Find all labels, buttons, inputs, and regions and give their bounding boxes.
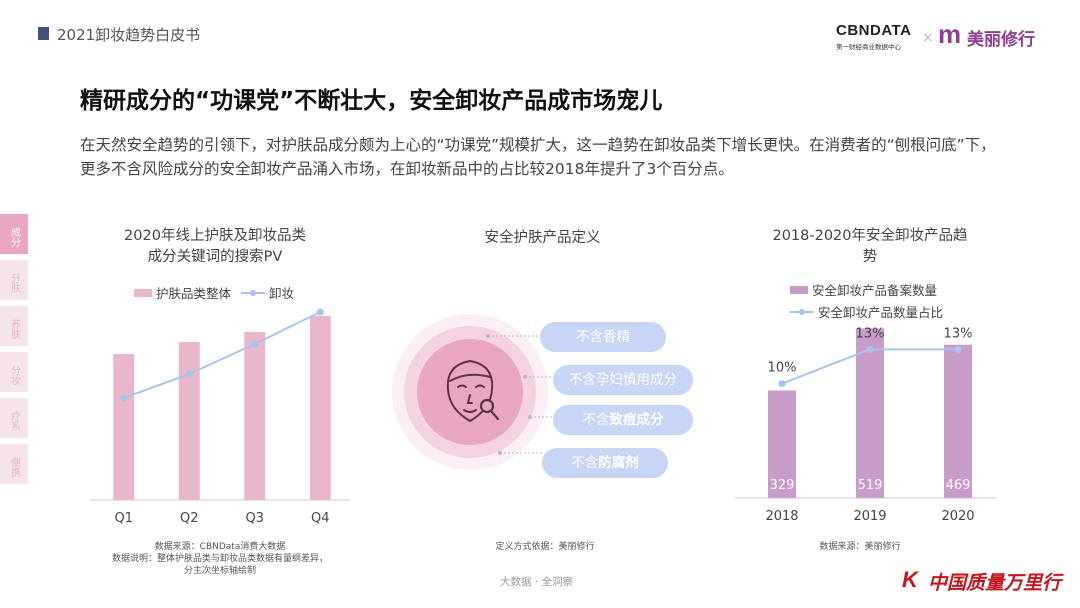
pill-no-fragrance: 不含香精 [540, 322, 666, 352]
x-tick-label: Q2 [180, 511, 199, 526]
x-tick-label: 2020 [941, 509, 974, 524]
point-remover-Q3 [251, 340, 259, 348]
right-legend-bar: 安全卸妆产品备案数量 [790, 280, 937, 299]
side-tab-portable[interactable]: 便携 [0, 444, 28, 484]
side-tab-skin-type[interactable]: 分肤 [0, 260, 28, 300]
pill-no-pregnancy-caution: 不含孕妇慎用成分 [553, 365, 693, 395]
line-value-label: 10% [768, 361, 797, 376]
legend-swatch-line [790, 308, 814, 316]
footer-brand-name: 中国质量万里行 [928, 572, 1062, 594]
point-remover-Q2 [185, 370, 193, 378]
header-accent-mark [38, 27, 49, 40]
left-panel-title: 2020年线上护肤及卸妆品类 成分关键词的搜索PV [80, 226, 350, 268]
meili-logo-mark: m [938, 19, 962, 49]
x-tick-label: 2018 [765, 509, 798, 524]
connector-lines [488, 335, 555, 454]
pill-text: 不含 [582, 412, 610, 428]
right-legend-line: 安全卸妆产品数量占比 [790, 302, 943, 321]
legend-label-remover: 卸妆 [269, 286, 295, 301]
cbndata-tagline: 第一财经商业数据中心 [836, 43, 901, 51]
legend-swatch-bar [134, 288, 152, 297]
x-tick-label: 2019 [853, 509, 886, 524]
left-legend: 护肤品类整体 卸妆 [134, 283, 294, 302]
legend-swatch-bar [790, 285, 808, 294]
cbndata-logo: CBNDATA [836, 22, 912, 39]
middle-panel-title: 安全护肤产品定义 [484, 230, 601, 246]
point-share-2019 [866, 345, 874, 353]
bar-skincare-Q1 [113, 354, 135, 500]
bar-count-2020 [944, 344, 972, 498]
line-value-label: 13% [944, 326, 973, 341]
middle-source: 定义方式依据：美丽修行 [495, 542, 595, 552]
pill-text: 不含香精 [576, 329, 630, 345]
x-tick-label: Q4 [311, 511, 330, 526]
connector-dot [528, 415, 532, 419]
legend-swatch-line [241, 289, 266, 297]
right-panel-title-line2: 势 [862, 249, 878, 265]
meili-logo-text: 美丽修行 [967, 30, 1035, 50]
point-remover-Q4 [316, 308, 324, 316]
right-panel-title: 2018-2020年安全卸妆产品趋 势 [750, 226, 990, 268]
pill-bold: 致痘成分 [609, 412, 664, 428]
point-share-2020 [954, 345, 962, 353]
intro-paragraph: 在天然安全趋势的引领下，对护肤品成分颇为上心的“功课党”规模扩大，这一趋势在卸妆… [80, 136, 996, 178]
side-tab-healing[interactable]: 疗系 [0, 398, 28, 438]
x-tick-label: Q1 [114, 511, 133, 526]
magnifier-icon [479, 398, 500, 421]
legend-label-share: 安全卸妆产品数量占比 [818, 305, 944, 320]
side-tab-makeup-type[interactable]: 分妆 [0, 352, 28, 392]
pill-no-acne-ingredients: 不含致痘成分 [553, 405, 693, 435]
right-panel-title-line1: 2018-2020年安全卸妆产品趋 [772, 228, 968, 244]
report-title: 2021卸妆趋势白皮书 [57, 26, 201, 44]
left-data-note-line2: 分主次坐标轴绘制 [183, 566, 256, 576]
pill-bold: 防腐剂 [598, 455, 639, 471]
footer-brand-logo: K 中国质量万里行 [902, 565, 1072, 594]
connector-dot [486, 334, 490, 338]
section-side-tabs: 成分 分肤 养肤 分妆 疗系 便携 [0, 214, 30, 490]
left-panel-title-line1: 2020年线上护肤及卸妆品类 [124, 228, 306, 244]
bar-count-2018 [768, 390, 796, 498]
partner-logos: CBNDATA 第一财经商业数据中心 × m 美丽修行 [834, 20, 1040, 54]
bar-value-label: 329 [770, 478, 795, 493]
line-value-label: 13% [856, 326, 885, 341]
series-line-remover [123, 311, 321, 399]
connector-dot [498, 451, 502, 455]
side-tab-ingredients[interactable]: 成分 [0, 214, 28, 254]
bar-count-2019 [856, 328, 884, 498]
bar-skincare-Q2 [178, 342, 200, 500]
bar-value-label: 519 [858, 478, 883, 493]
legend-label-count: 安全卸妆产品备案数量 [812, 283, 938, 298]
side-tab-skincare[interactable]: 养肤 [0, 306, 28, 346]
face-outline-icon [446, 359, 494, 423]
slide-title: 精研成分的“功课党”不断壮大，安全卸妆产品成市场宠儿 [80, 88, 663, 114]
footer-tagline: 大数据 · 全洞察 [500, 576, 574, 588]
search-pv-chart: Q1 Q2 Q3 Q4 [90, 308, 350, 526]
safe-remover-chart: 329 2018 10% 519 2019 13% 469 2020 13% [735, 326, 997, 524]
left-data-source: 数据来源：CBNData消费大数据 [154, 542, 286, 552]
left-data-note-line1: 数据说明：整体护肤品类与卸妆品类数据有量纲差异， [111, 554, 328, 564]
right-source: 数据来源：美丽修行 [819, 542, 901, 552]
point-remover-Q1 [120, 394, 128, 402]
inner-disc [417, 339, 523, 445]
logo-separator: × [922, 30, 934, 46]
connector-dot [523, 375, 527, 379]
pill-no-preservatives: 不含防腐剂 [542, 448, 668, 478]
bar-skincare-Q3 [244, 332, 266, 500]
legend-label-skincare: 护肤品类整体 [156, 286, 232, 301]
footer-brand-mark: K [902, 567, 918, 592]
x-tick-label: Q3 [245, 511, 264, 526]
left-source-notes: 数据来源：CBNData消费大数据 数据说明：整体护肤品类与卸妆品类数据有量纲差… [90, 541, 350, 577]
left-panel-title-line2: 成分关键词的搜索PV [147, 249, 283, 265]
point-share-2018 [778, 380, 786, 388]
safety-definition-diagram [392, 314, 555, 470]
bar-skincare-Q4 [309, 316, 331, 500]
pill-text: 不含孕妇慎用成分 [569, 372, 677, 388]
bar-value-label: 469 [946, 478, 971, 493]
pill-text: 不含 [571, 455, 599, 471]
